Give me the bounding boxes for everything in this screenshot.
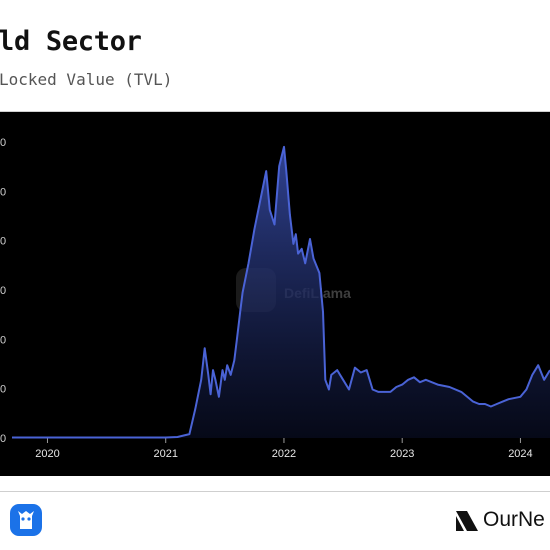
x-axis: 2020 2021 2022 2023 2024	[35, 438, 533, 460]
x-tick-label: 2022	[272, 448, 296, 460]
tvl-series-line	[12, 145, 550, 439]
y-tick-label: 0	[0, 285, 6, 297]
top-divider	[0, 111, 550, 112]
llama-logo-icon	[10, 504, 42, 536]
y-tick-label: 0	[0, 236, 6, 248]
x-tick-label: 2020	[35, 448, 59, 460]
brand-logo-icon	[456, 511, 478, 531]
y-tick-label: 0	[0, 334, 6, 346]
y-tick-label: 0	[0, 384, 6, 396]
y-tick-label: 0	[0, 433, 6, 445]
x-tick-label: 2021	[153, 448, 177, 460]
tvl-area-fill	[12, 146, 550, 438]
chart-title: ld Sector	[0, 26, 142, 57]
bottom-divider	[0, 491, 550, 492]
x-tick-label: 2024	[508, 448, 532, 460]
chart-subtitle: Locked Value (TVL)	[0, 70, 173, 89]
y-tick-label: 0	[0, 137, 6, 149]
footer-brand-text: OurNe	[483, 508, 545, 531]
y-tick-label: 0	[0, 186, 6, 198]
x-tick-label: 2023	[390, 448, 414, 460]
y-axis: 0 0 0 0 0 0 0	[0, 137, 6, 445]
